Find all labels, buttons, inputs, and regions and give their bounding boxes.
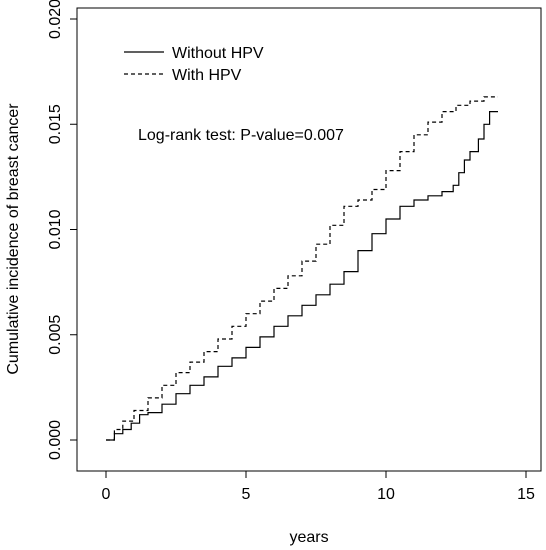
plot-frame <box>76 7 542 472</box>
y-axis-label: Cumulative incidence of breast cancer <box>5 103 22 375</box>
x-tick-label: 10 <box>377 486 395 503</box>
x-tick-label: 0 <box>102 486 111 503</box>
y-axis: 0.000 0.005 0.010 0.015 0.020 <box>47 0 78 460</box>
x-axis-label: years <box>289 529 328 546</box>
series-line-without-hpv <box>106 111 498 441</box>
series-layer <box>106 96 498 441</box>
y-tick-label: 0.010 <box>47 209 64 249</box>
legend: Without HPV With HPV <box>124 45 264 84</box>
y-tick-label: 0.020 <box>47 0 64 39</box>
y-tick-label: 0.000 <box>47 420 64 460</box>
x-tick-label: 5 <box>242 486 251 503</box>
legend-label-without-hpv: Without HPV <box>172 45 264 62</box>
x-tick-label: 15 <box>517 486 535 503</box>
x-axis: 0 5 10 15 <box>102 470 535 503</box>
y-tick-label: 0.015 <box>47 104 64 144</box>
legend-label-with-hpv: With HPV <box>172 67 242 84</box>
annotation-log-rank: Log-rank test: P-value=0.007 <box>138 127 344 144</box>
series-line-with-hpv <box>106 96 498 441</box>
y-tick-label: 0.005 <box>47 315 64 355</box>
